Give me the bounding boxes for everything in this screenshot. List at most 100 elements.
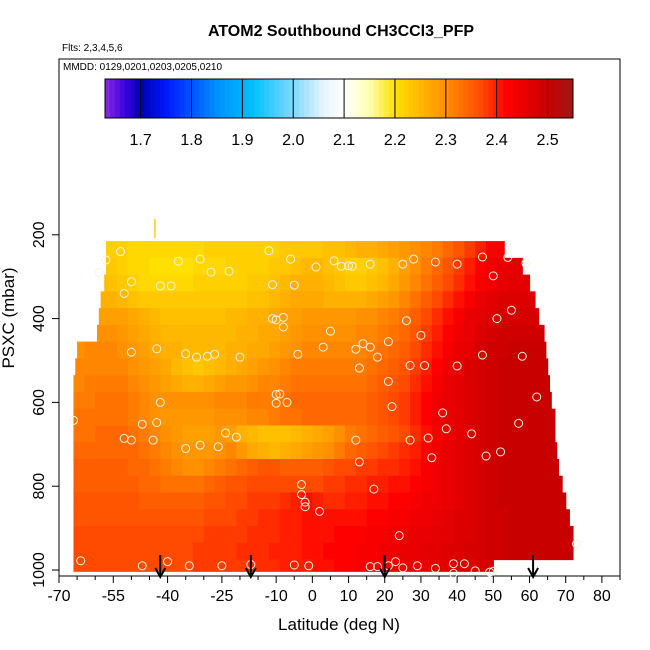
curtain-cell: [562, 526, 574, 544]
curtain-cell: [247, 308, 259, 326]
curtain-cell: [192, 475, 205, 494]
curtain-cell: [301, 324, 313, 343]
colorbar-swatch: [264, 79, 270, 118]
curtain-cell: [453, 257, 465, 276]
curtain-cell: [366, 559, 379, 572]
colorbar-swatch: [568, 79, 574, 118]
sample-point: [184, 561, 194, 571]
curtain-cell: [268, 375, 281, 393]
curtain-cell: [388, 341, 400, 359]
curtain-cell: [464, 291, 476, 309]
curtain-cell: [214, 458, 227, 477]
curtain-cell: [182, 375, 194, 393]
sample-point: [278, 322, 288, 332]
curtain-cell: [464, 257, 476, 276]
curtain-cell: [355, 559, 368, 572]
curtain-cell: [529, 526, 541, 544]
curtain-cell: [182, 526, 194, 544]
curtain-cell: [323, 375, 335, 393]
sample-point: [358, 339, 368, 349]
curtain-cell: [236, 425, 248, 443]
curtain-cell: [301, 542, 313, 561]
curtain-cell: [290, 391, 303, 410]
curtain-cell: [127, 308, 140, 326]
curtain-cell: [399, 442, 411, 460]
curtain-cell: [116, 358, 129, 376]
curtain-cell: [344, 358, 357, 376]
curtain-cell: [431, 458, 444, 477]
curtain-cell: [486, 391, 498, 410]
curtain-cell: [486, 375, 498, 393]
curtain-cell: [420, 291, 433, 309]
x-tick-label: -25: [210, 588, 233, 605]
sample-point: [155, 281, 165, 291]
curtain-cell: [258, 559, 270, 572]
curtain-cell: [388, 274, 400, 292]
curtain-cell: [496, 291, 509, 309]
curtain-cell: [355, 341, 368, 359]
curtain-cell: [247, 375, 259, 393]
sample-point: [94, 268, 104, 278]
sample-point: [412, 561, 422, 571]
curtain-cell: [225, 509, 237, 527]
curtain-cell: [214, 308, 227, 326]
curtain-cell: [236, 324, 248, 343]
curtain-cell: [106, 358, 118, 376]
curtain-cell: [518, 458, 531, 477]
curtain-cell: [442, 542, 455, 561]
curtain-cell: [106, 257, 118, 276]
curtain-cell: [214, 324, 227, 343]
colorbar-swatch: [289, 79, 295, 118]
x-tick-label: -70: [47, 588, 70, 605]
curtain-cell: [95, 442, 107, 460]
curtain-cell: [442, 241, 455, 259]
curtain-cell: [475, 526, 487, 544]
curtain-cell: [529, 458, 541, 477]
sample-point: [503, 252, 513, 262]
curtain-cell: [116, 475, 129, 494]
latitude-arrow: [527, 555, 539, 580]
curtain-cell: [116, 375, 129, 393]
curtain-cell: [431, 341, 444, 359]
curtain-cell: [84, 475, 96, 494]
curtain-cell: [334, 324, 346, 343]
curtain-cell: [106, 559, 118, 572]
curtain-cell: [529, 341, 541, 359]
curtain-cell: [192, 358, 205, 376]
sample-point: [506, 305, 516, 315]
curtain-cell: [323, 559, 335, 572]
colorbar-swatch: [105, 79, 111, 118]
sample-point: [438, 408, 448, 418]
curtain-cell: [475, 257, 487, 276]
curtain-cell: [388, 241, 400, 259]
curtain-cell: [116, 542, 129, 561]
chart-title: ATOM2 Southbound CH3CCl3_PFP: [208, 23, 474, 40]
curtain-cell: [507, 458, 520, 477]
curtain-cell: [377, 526, 389, 544]
curtain-cell: [518, 425, 531, 443]
curtain-cell: [203, 391, 216, 410]
sample-point: [68, 415, 78, 425]
curtain-cell: [334, 241, 346, 259]
curtain-cell: [507, 526, 520, 544]
sample-point: [275, 389, 285, 399]
curtain-cell: [73, 458, 85, 477]
colorbar-swatch: [468, 79, 474, 118]
sample-point: [137, 419, 147, 429]
curtain-cell: [355, 375, 368, 393]
x-tick-label: 10: [340, 588, 358, 605]
curtain-cell: [127, 492, 140, 510]
curtain-cell: [377, 559, 389, 572]
curtain-cell: [182, 324, 194, 343]
colorbar-swatch: [129, 79, 136, 118]
curtain-cell: [344, 241, 357, 259]
curtain-cell: [410, 458, 422, 477]
curtain-cell: [334, 526, 346, 544]
curtain-cell: [486, 475, 498, 494]
curtain-cell: [529, 492, 541, 510]
curtain-cell: [475, 425, 487, 443]
curtain-cell: [420, 442, 433, 460]
curtain-cell: [529, 308, 540, 326]
curtain-cell: [377, 308, 389, 326]
curtain-cell: [268, 257, 281, 276]
